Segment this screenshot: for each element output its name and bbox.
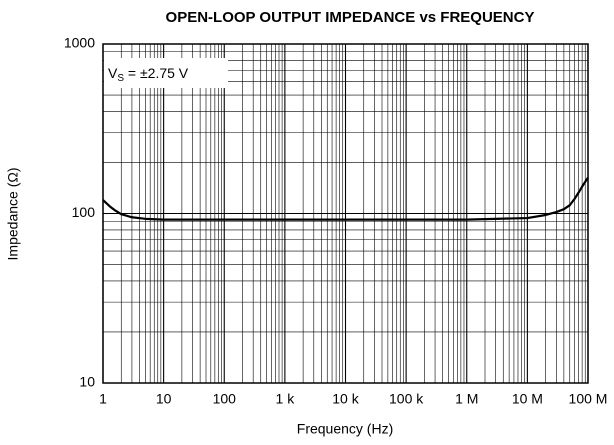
- y-tick-label: 1000: [64, 35, 95, 51]
- impedance-line: [102, 176, 589, 221]
- y-tick-label: 10: [79, 374, 95, 390]
- x-tick-label: 100 M: [569, 391, 608, 407]
- x-tick-label: 10 M: [512, 391, 543, 407]
- y-tick-label: 100: [72, 204, 96, 220]
- x-tick-label: 100: [213, 391, 237, 407]
- x-axis-label: Frequency (Hz): [297, 421, 393, 437]
- x-tick-label: 10 k: [332, 391, 359, 407]
- x-tick-label: 1 k: [276, 391, 296, 407]
- y-axis-label: Impedance (Ω): [5, 168, 21, 261]
- annotation-box: [104, 58, 228, 88]
- annotation: VS = ±2.75 V: [108, 65, 189, 84]
- plot-frame: [102, 43, 589, 384]
- x-tick-label: 100 k: [389, 391, 424, 407]
- annotation-sub: S: [117, 73, 124, 84]
- x-tick-label: 1 M: [455, 391, 478, 407]
- chart-title: OPEN-LOOP OUTPUT IMPEDANCE vs FREQUENCY: [166, 9, 535, 26]
- annotation-rest: = ±2.75 V: [124, 65, 189, 81]
- x-tick-label: 1: [99, 391, 107, 407]
- annotation-main: V: [108, 65, 118, 81]
- x-tick-label: 10: [156, 391, 172, 407]
